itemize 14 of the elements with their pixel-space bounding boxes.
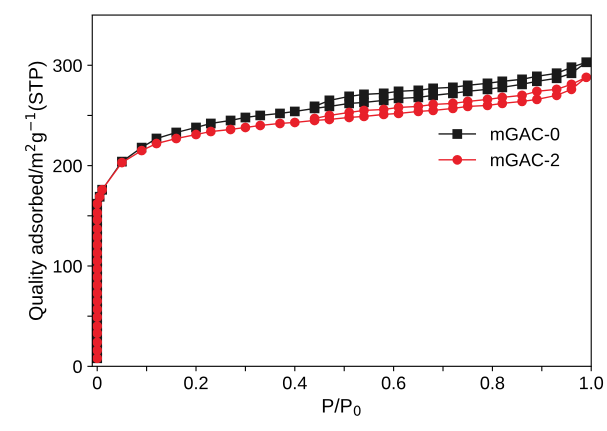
- y-tick-label: 300: [53, 59, 82, 72]
- y-axis-title: Quality adsorbed/m$^{2}$g$^{−1}$(STP): [25, 62, 47, 320]
- x-tick-label: 0.4: [282, 376, 307, 390]
- y-tick-label: 200: [53, 160, 82, 172]
- x-tick-label: 1.0: [580, 376, 604, 390]
- x-tick-label: 0.2: [184, 376, 208, 390]
- y-tick-label: 100: [54, 260, 82, 273]
- y-tick-label: 0: [73, 360, 82, 374]
- legend-label: mGAC-2: [490, 154, 560, 166]
- x-tick-label: 0.6: [382, 376, 406, 390]
- x-axis-title: P/P$_{0}$: [322, 398, 361, 416]
- x-tick-label: 0: [92, 376, 102, 390]
- x-tick-label: 0.8: [480, 376, 504, 390]
- legend-label: mGAC-0: [490, 128, 560, 140]
